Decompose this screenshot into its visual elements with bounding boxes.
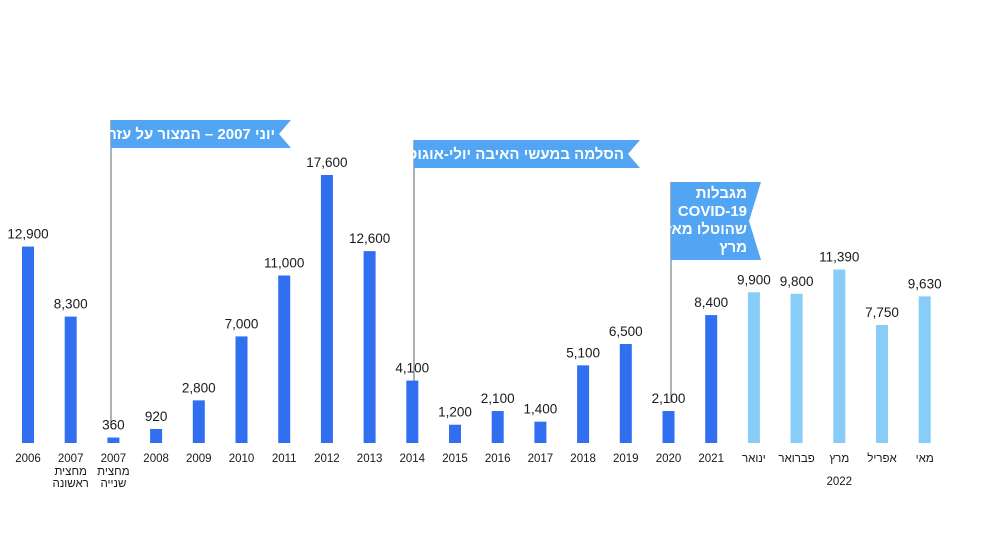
bar [449,424,461,443]
value-label: 2,100 [652,391,686,406]
value-labels: 12,900 8,300 360 920 2,800 7,000 11,000 17,600 1… [7,155,941,433]
x-tick-label: 2021 [698,453,724,465]
bar [833,269,846,443]
value-label: 9,900 [737,272,771,287]
x-tick-label: 2019 [613,453,639,465]
x-tick-label: 2010 [229,453,255,465]
value-label: 4,100 [395,361,429,376]
x-tick-label: 2009 [186,453,212,465]
x-tick-label: 2017 [528,453,554,465]
value-label: 11,000 [264,256,304,271]
x-tick-label: 2018 [570,453,596,465]
annotation-callout [671,182,761,260]
x-tick-sublabel: מחצית [97,466,129,478]
annotations: יוני 2007 – המצור על עזה הסלמה במעשי האיב… [107,120,761,428]
annotation-text-line: COVID-19 [678,203,747,220]
bar [577,365,590,443]
bar [790,293,803,443]
annotation-text: הסלמה במעשי האיבה יולי-אוגוסט [397,146,624,163]
bars [22,175,931,443]
bar [876,324,888,443]
x-tick-label: 2007 [101,453,127,465]
annotation-text-line: מרץ [719,239,747,256]
bar [619,344,632,443]
bar [278,275,291,443]
x-tick-label: 2014 [400,453,426,465]
value-label: 5,100 [566,345,600,360]
x-tick-label: 2013 [357,453,383,465]
group-label-2022: 2022 [827,476,853,488]
x-tick-label: 2020 [656,453,682,465]
x-tick-sublabel: שנייה [100,478,126,490]
bar [705,315,718,443]
value-label: 11,390 [819,250,859,265]
x-tick-label: פברואר [778,453,814,465]
x-tick-label: מאי [916,453,934,465]
annotation-text-line: שהוטלו מאז [666,221,747,238]
x-tick-label: מרץ [829,453,849,465]
x-tick-sublabel: מחצית [54,466,86,478]
bar [22,246,34,443]
x-tick-label: 2007 [58,453,84,465]
annotation-text: יוני 2007 – המצור על עזה [107,126,275,143]
bar [747,292,760,443]
bar [192,400,205,443]
bar [534,421,547,443]
x-tick-label: 2006 [15,453,41,465]
x-tick-label: 2008 [143,453,169,465]
annotation-text-line: מגבלות [696,185,747,202]
value-label: 8,400 [694,295,728,310]
bar [235,336,248,443]
bar [64,316,77,443]
bar [150,428,163,443]
value-label: 1,200 [438,405,472,420]
value-label: 2,800 [182,380,216,395]
value-label: 360 [102,418,125,433]
x-tick-label: 2015 [442,453,468,465]
value-label: 8,300 [54,297,88,312]
x-tick-sublabel: ראשונה [53,478,89,490]
value-label: 7,000 [225,316,259,331]
x-tick-label: 2012 [314,453,340,465]
value-label: 2,100 [481,391,515,406]
value-label: 9,800 [780,274,814,289]
bar [320,175,333,443]
bar [662,411,675,443]
value-label: 1,400 [524,402,558,417]
annotation-callout [414,140,640,168]
value-label: 12,600 [349,231,390,246]
value-label: 920 [145,409,168,424]
x-tick-label: אפריל [867,452,897,465]
value-label: 7,750 [865,305,899,320]
bar [363,251,376,443]
value-label: 6,500 [609,324,643,339]
x-tick-label: 2016 [485,453,511,465]
bar [406,380,419,443]
x-tick-label: 2011 [272,453,297,465]
value-label: 17,600 [306,155,347,170]
bar [107,437,120,443]
value-label: 9,630 [908,276,942,291]
x-tick-label: ינואר [742,453,766,465]
bar [918,296,931,443]
bar [491,411,504,443]
value-label: 12,900 [7,227,48,242]
annotation-callout [111,120,291,148]
